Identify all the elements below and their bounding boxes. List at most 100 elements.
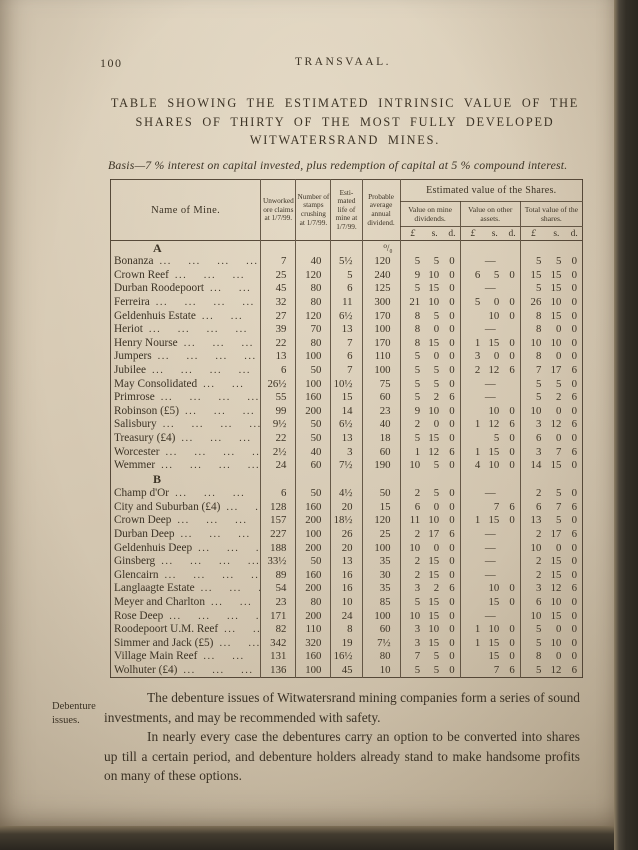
mine-name: Durban Roodepoort [114, 282, 205, 295]
mine-name: Champ d'Or [114, 487, 170, 500]
leader-dots: ... ... ... ... ... ... [165, 446, 261, 458]
table-row: Geldenhuis Estate ... ... ... ... ... ...… [114, 309, 577, 323]
col-header-claims: Unworked ore claims at 1/7/99. [260, 179, 296, 241]
mine-name: Henry Nourse [114, 336, 178, 349]
leader-dots: ... ... ... ... ... ... [183, 337, 254, 349]
section-row: A ⁰/₀ [111, 240, 583, 255]
mine-name: Bonanza [114, 255, 154, 268]
mine-name: Primrose [114, 391, 155, 404]
table-row: Salisbury... ... ... ... ... ...9½506½40… [114, 418, 577, 432]
section-label: A [153, 240, 162, 255]
mine-name: Crown Reef [114, 268, 169, 281]
leader-dots: ... ... ... ... ... ... [198, 542, 260, 554]
mine-name: Jubilee [114, 364, 146, 377]
table-row: Geldenhuis Deep... ... ... ... ... ...18… [114, 541, 577, 555]
section-label: B [153, 472, 162, 487]
mine-name: Simmer and Jack (£5) [114, 636, 214, 649]
leader-dots: ... ... ... ... ... ... [181, 433, 252, 445]
leader-dots: ... ... ... ... ... ... [160, 392, 260, 404]
table-row: Durban Deep... ... ... ... ... ...227100… [114, 527, 577, 542]
table-row: Ferreira... ... ... ... ... ...328011300… [114, 295, 577, 310]
leader-dots: ... ... ... ... ... ... [226, 501, 260, 513]
mine-name: Jumpers [114, 350, 152, 363]
leader-dots: ... ... ... ... ... ... [161, 556, 261, 568]
mine-name: Heriot [114, 323, 143, 336]
table-row: Simmer and Jack (£5) ... ... ... ... ... … [114, 636, 577, 651]
table-title-line: TABLE SHOWING THE ESTIMATED INTRINSIC VA… [110, 96, 580, 110]
table-row: Worcester... ... ... ... ... ...2½403601… [114, 445, 577, 459]
mine-name: Geldenhuis Deep [114, 541, 193, 554]
col-header-life: Esti- mated life of mine at 1/7/99. [330, 179, 362, 241]
mine-name: Wemmer [114, 459, 156, 472]
page-number: 100 [100, 56, 123, 70]
mine-name: Salisbury [114, 418, 157, 431]
col-header-name: Name of Mine. [151, 204, 221, 216]
col-subheader: Total value of the shares. [519, 201, 583, 227]
mine-name: Geldenhuis Estate [114, 309, 196, 322]
leader-dots: ... ... ... ... ... ... [152, 365, 251, 377]
leader-dots: ... ... ... ... ... ... [148, 324, 248, 336]
running-head: 100 TRANSVAAL. [98, 56, 588, 70]
mine-name: Meyer and Charlton [114, 596, 205, 609]
table-row: Meyer and Charlton ... ... ... ... ... ..… [114, 595, 577, 610]
page-edge-bottom [0, 826, 614, 850]
table-title-line: WITWATERSRAND MINES. [249, 133, 441, 147]
mine-name: May Consolidated [114, 377, 198, 390]
leader-dots: ... ... ... ... ... ... [169, 610, 261, 622]
table-row: Heriot... ... ... ... ... ...39701310080… [114, 322, 577, 337]
leader-dots: ... ... ... ... ... ... [155, 297, 255, 309]
table-title-line: SHARES OF THIRTY OF THE MOST FULLY DEVEL… [135, 114, 555, 129]
table-row: Bonanza... ... ... ... ... ...7405½12055… [114, 255, 577, 269]
leader-dots: ... ... ... ... ... ... [161, 460, 261, 472]
mines-table: Name of Mine. Unworked ore claims at 1/7/… [110, 179, 583, 678]
mine-name: Robinson (£5) [114, 404, 179, 417]
table-row: City and Suburban (£4) ... ... ... ... ..… [114, 500, 577, 515]
mine-name: Durban Deep [114, 528, 175, 541]
mine-name: Roodepoort U.M. Reef [114, 623, 219, 636]
leader-dots: ... ... ... ... ... ... [162, 419, 261, 431]
lsd-header: s. [431, 228, 438, 239]
lsd-header: d. [570, 228, 578, 239]
table-row: Henry Nourse... ... ... ... ... ...22807… [114, 336, 577, 351]
table-row: Durban Roodepoort ... ... ... ... ... ...… [114, 282, 577, 296]
table-row: Roodepoort U.M. Reef ... ... ... ... ... … [114, 622, 577, 637]
body-paragraph: In nearly every case the debentures carr… [104, 729, 580, 784]
body-text: The debenture issues of Witwatersrand mi… [104, 688, 580, 786]
body-paragraph: The debenture issues of Witwatersrand mi… [104, 690, 580, 725]
col-header-dividend: Probable average annual dividend. [361, 179, 401, 241]
mine-name: Wolhuter (£4) [114, 663, 178, 676]
mine-name: Treasury (£4) [114, 432, 176, 445]
lsd-header: £ [519, 226, 547, 241]
margin-note: Debenture issues. [52, 701, 96, 726]
leader-dots: ... ... ... ... ... ... [183, 664, 254, 676]
col-header-stamps: Number of stamps crushing at 1/7/99. [295, 179, 331, 241]
table-title: TABLE SHOWING THE ESTIMATED INTRINSIC VA… [100, 94, 590, 150]
leader-dots: ... ... ... ... ... ... [157, 351, 257, 363]
leader-dots: ... ... ... ... ... ... [177, 515, 248, 527]
lsd-header: £ [459, 226, 486, 241]
leader-dots: ... ... ... ... ... ... [164, 569, 261, 581]
leader-dots: ... ... ... ... ... ... [219, 637, 261, 649]
leader-dots: ... ... ... ... ... ... [180, 529, 251, 541]
lsd-header: £ [399, 226, 426, 241]
leader-dots: ... ... ... ... ... ... [174, 269, 246, 281]
mine-name: Rose Deep [114, 609, 164, 622]
leader-dots: ... ... ... ... ... ... [200, 583, 261, 595]
table-row: Crown Deep... ... ... ... ... ...1572001… [114, 514, 577, 528]
table-row: Jubilee... ... ... ... ... ...6507100550… [114, 363, 577, 378]
leader-dots: ... ... ... ... ... ... [210, 597, 253, 609]
lsd-header: s. [491, 228, 498, 239]
mine-name: Village Main Reef [114, 650, 198, 663]
col-subheader: Value on other assets. [459, 201, 521, 227]
table-row: Jumpers... ... ... ... ... ...1310061105… [114, 350, 577, 364]
lsd-header: d. [448, 228, 456, 239]
table-row: Wemmer... ... ... ... ... ...24607½19010… [114, 458, 577, 473]
mine-name: Worcester [114, 445, 160, 458]
leader-dots: ... ... ... ... ... ... [184, 405, 256, 417]
lsd-header: s. [553, 228, 560, 239]
table-row: Wolhuter (£4)... ... ... ... ... ...1361… [114, 663, 577, 678]
table-row: Robinson (£5)... ... ... ... ... ...9920… [114, 404, 577, 419]
lsd-header: d. [508, 228, 516, 239]
mine-name: Ferreira [114, 296, 150, 309]
